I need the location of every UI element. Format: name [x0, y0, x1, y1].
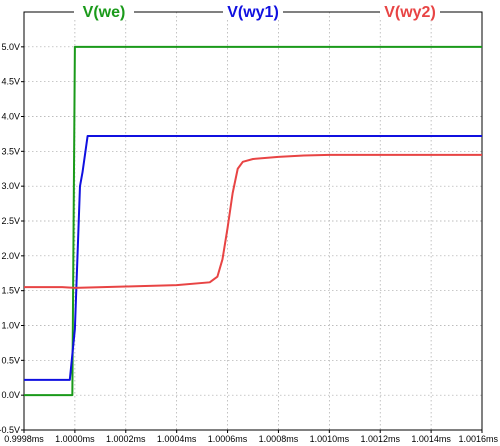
series-lines: [24, 45, 482, 397]
y-tick-label: 2.0V: [1, 251, 20, 261]
series-line: [24, 45, 482, 397]
legend-background: [223, 4, 283, 20]
y-tick-label: 0.5V: [1, 355, 20, 365]
x-tick-label: 1.0008ms: [259, 434, 299, 444]
legend-label: V(we): [83, 4, 126, 21]
x-tick-label: 1.0016ms: [458, 434, 498, 444]
y-tick-label: -0.5V: [0, 425, 20, 435]
y-axis-ticks: 5.0V 4.5V 4.0V 3.5V 3.0V 2.5V 2.0V 1.5V 1.0V 0.5V…: [0, 42, 24, 435]
x-tick-label: 0.9998ms: [4, 434, 44, 444]
y-tick-label: 4.5V: [1, 77, 20, 87]
x-tick-label: 1.0002ms: [106, 434, 146, 444]
grid-lines: [23, 12, 483, 431]
x-tick-label: 1.0010ms: [310, 434, 350, 444]
y-tick-label: 3.5V: [1, 146, 20, 156]
y-tick-label: 1.5V: [1, 286, 20, 296]
x-axis-ticks: 0.9998ms 1.0000ms 1.0002ms 1.0004ms 1.0006ms…: [4, 430, 498, 444]
x-tick-label: 1.0012ms: [360, 434, 400, 444]
y-tick-label: 2.5V: [1, 216, 20, 226]
legend-background: [74, 4, 134, 20]
legend-background: [380, 4, 440, 20]
y-tick-label: 1.0V: [1, 321, 20, 331]
y-tick-label: 5.0V: [1, 42, 20, 52]
x-tick-label: 1.0006ms: [208, 434, 248, 444]
legend-label: V(wy1): [227, 4, 279, 21]
legend-label: V(wy2): [384, 4, 436, 21]
x-tick-label: 1.0000ms: [55, 434, 95, 444]
y-tick-label: 3.0V: [1, 181, 20, 191]
x-tick-label: 1.0004ms: [157, 434, 197, 444]
series-line: [24, 135, 482, 381]
y-tick-label: 0.0V: [1, 390, 20, 400]
legend: V(we) V(wy1) V(wy2): [74, 4, 440, 21]
series-line: [24, 153, 482, 289]
x-tick-label: 1.0014ms: [411, 434, 451, 444]
y-tick-label: 4.0V: [1, 112, 20, 122]
